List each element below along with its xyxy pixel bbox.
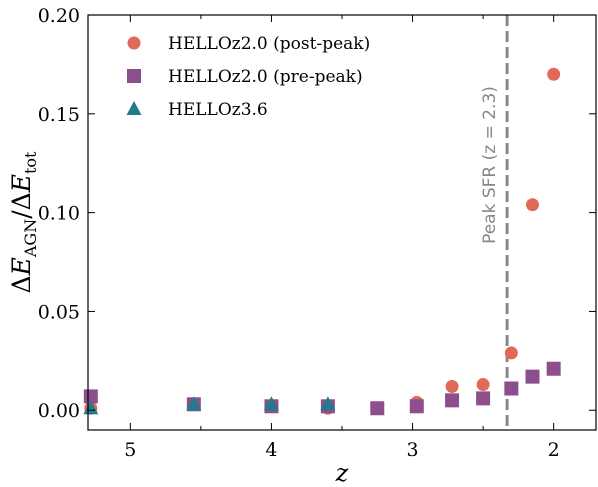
data-points — [83, 67, 561, 416]
y-axis-title: ΔEAGN/ΔEtot — [7, 151, 40, 293]
x-tick-label: 4 — [265, 439, 277, 461]
data-point — [526, 198, 539, 212]
legend-marker — [126, 101, 142, 115]
data-point — [320, 396, 336, 411]
legend-marker — [127, 69, 141, 83]
y-tick-label: 0.00 — [38, 400, 80, 422]
data-point — [370, 401, 385, 416]
data-point — [445, 393, 460, 408]
y-tick-label: 0.20 — [38, 5, 80, 27]
legend-label: HELLOz3.6 — [168, 100, 268, 120]
data-point — [546, 361, 561, 376]
data-point — [525, 369, 540, 384]
peak-sfr-label: Peak SFR (z = 2.3) — [480, 86, 500, 244]
peak-sfr-layer: Peak SFR (z = 2.3) — [480, 15, 509, 430]
x-tick-label: 3 — [407, 439, 419, 461]
data-point — [504, 381, 519, 396]
x-axis-title: z — [335, 459, 349, 487]
legend: HELLOz2.0 (post-peak) HELLOz2.0 (pre-peak… — [126, 34, 370, 120]
data-point — [445, 380, 459, 394]
data-point — [186, 396, 202, 411]
legend-label: HELLOz2.0 (post-peak) — [168, 34, 370, 54]
y-tick-label: 0.05 — [38, 301, 80, 323]
series-triangle — [83, 396, 336, 415]
data-point — [476, 391, 491, 406]
data-point — [409, 399, 424, 414]
x-tick-label: 2 — [548, 439, 560, 461]
data-point — [83, 389, 98, 404]
y-tick-label: 0.15 — [38, 104, 80, 126]
y-axis-label: ΔEAGN/ΔEtot — [7, 151, 40, 293]
axis-ticks: 5 4 3 2 0.00 0.05 0.10 0.15 0.20 — [38, 5, 596, 461]
x-tick-label: 5 — [124, 439, 136, 461]
data-point — [476, 378, 490, 392]
legend-label: HELLOz2.0 (pre-peak) — [168, 67, 363, 87]
y-tick-label: 0.10 — [38, 203, 80, 225]
data-point — [504, 346, 518, 360]
legend-marker — [127, 36, 141, 50]
data-point — [547, 67, 561, 81]
data-point — [263, 396, 279, 411]
data-point — [83, 400, 99, 415]
